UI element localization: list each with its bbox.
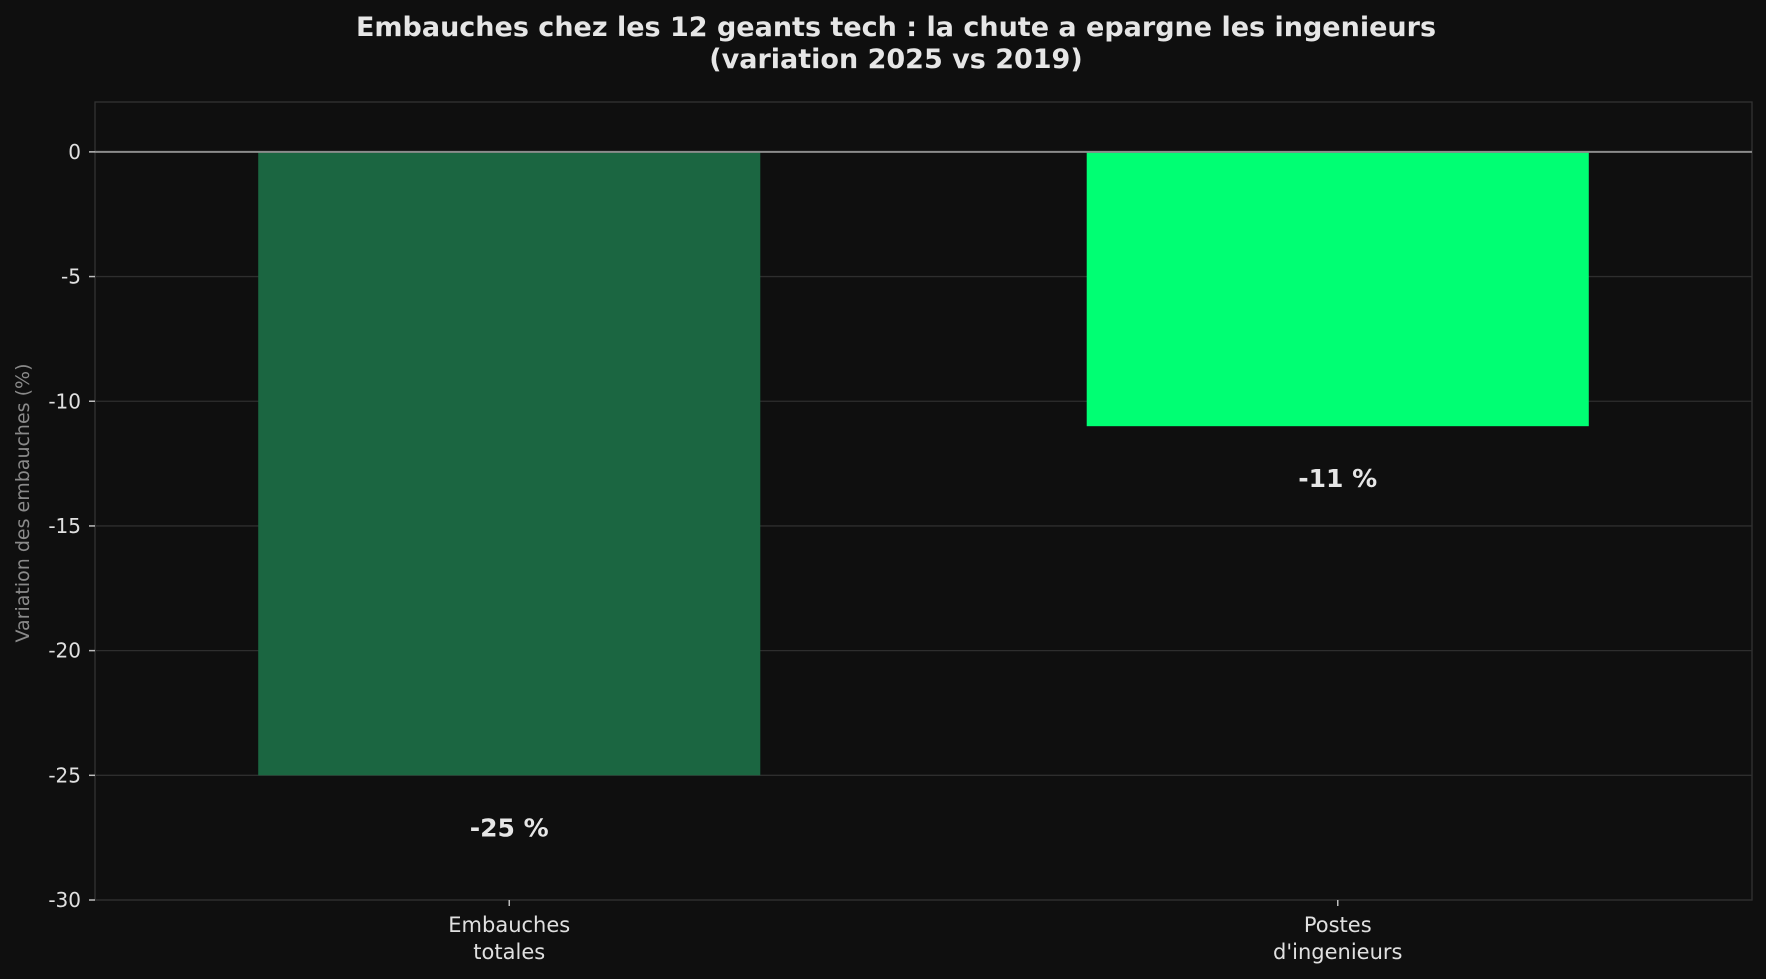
y-axis-label: Variation des embauches (%) [12,364,34,643]
chart-title: Embauches chez les 12 geants tech : la c… [356,12,1436,43]
axis-layer: 0 -5 -10 -15 -20 -25 -30 Embauches totales Postes… [48,140,1402,964]
y-tick-label: -15 [48,514,81,538]
y-tick-label: -5 [61,265,81,289]
y-tick-label: -30 [48,888,81,912]
bar [1086,151,1589,427]
bar [258,151,761,776]
y-tick-label: 0 [68,140,81,164]
bar-value-label: -11 % [1298,464,1377,493]
bars-layer: -25 % -11 % [95,150,1752,842]
x-tick-label: Postes d'ingenieurs [1273,913,1402,964]
y-tick-label: -25 [48,763,81,787]
chart-subtitle: (variation 2025 vs 2019) [709,44,1082,75]
x-tick-label: Embauches totales [448,913,570,964]
y-tick-label: -20 [48,639,81,663]
y-tick-label: -10 [48,389,81,413]
bar-value-label: -25 % [470,813,549,842]
